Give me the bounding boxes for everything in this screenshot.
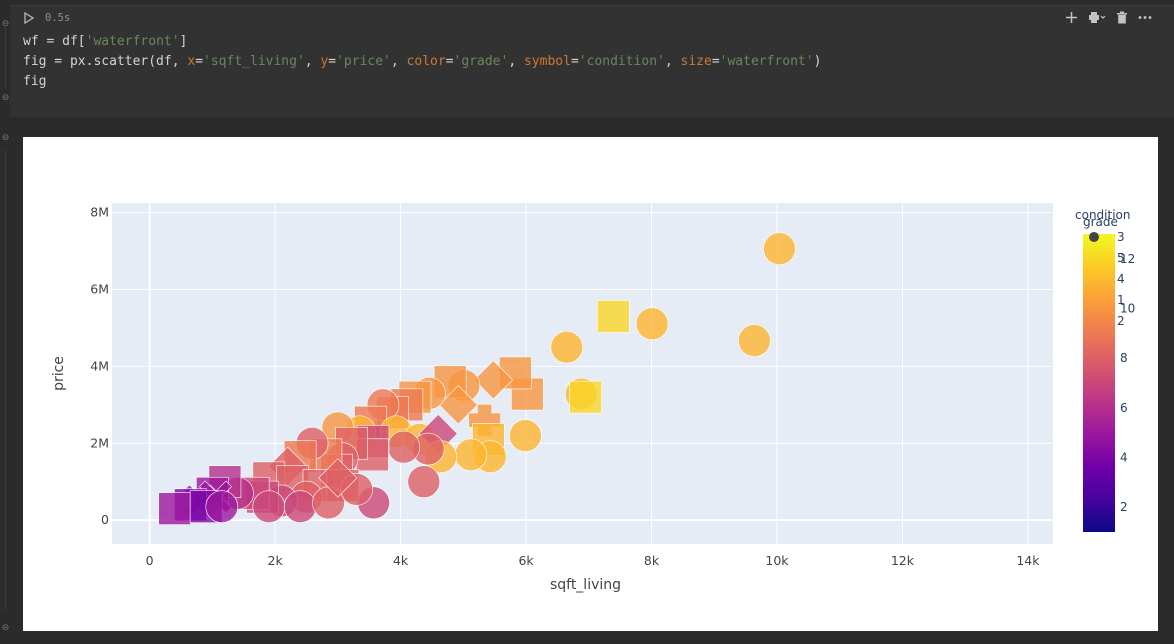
trash-icon[interactable] — [1116, 9, 1128, 25]
data-point-diamond — [438, 385, 478, 425]
code-token: = — [445, 54, 454, 69]
code-token: 'price' — [336, 54, 391, 69]
more-icon[interactable] — [1138, 9, 1152, 25]
legend-title: condition — [1075, 208, 1130, 222]
data-point-diamond — [473, 360, 514, 400]
cell-toolbar — [1065, 9, 1152, 25]
gutter-divider — [5, 150, 6, 610]
code-token: , — [390, 54, 407, 69]
code-token: = — [711, 54, 720, 69]
x-tick-label: 12k — [891, 553, 915, 568]
code-line: fig = px.scatter(df, x='sqft_living', y=… — [23, 52, 821, 72]
legend-marker — [1089, 232, 1099, 242]
gutter-divider — [5, 28, 6, 88]
code-token: 'waterfront' — [85, 34, 180, 49]
data-point-square — [158, 492, 192, 525]
data-point-circle — [550, 330, 584, 364]
code-token: ] — [179, 34, 188, 49]
code-token: = — [570, 54, 579, 69]
code-token: color — [406, 54, 446, 69]
legend-item-label: 4 — [1117, 272, 1125, 286]
code-token: ) — [813, 54, 822, 69]
code-token: size — [680, 54, 712, 69]
colorbar-tick-label: 8 — [1120, 351, 1128, 365]
data-point-circle — [205, 490, 239, 524]
code-token: 'waterfront' — [719, 54, 814, 69]
code-token: , — [664, 54, 681, 69]
code-token: symbol — [523, 54, 571, 69]
colorbar-tick-label: 6 — [1120, 401, 1128, 415]
data-point-circle — [454, 438, 488, 472]
printer-icon[interactable] — [1088, 9, 1106, 25]
x-axis-title: sqft_living — [550, 577, 621, 593]
colorbar-tick-label: 10 — [1120, 302, 1135, 316]
data-point-circle — [763, 232, 796, 266]
code-token: fig — [23, 74, 47, 89]
code-token: wf = df[ — [23, 34, 86, 49]
legend-item-label: 3 — [1117, 230, 1125, 244]
fold-icon[interactable]: ⊖ — [1, 19, 10, 29]
code-token: , — [508, 54, 524, 69]
code-token: y — [320, 54, 329, 69]
colorbar-tick-label: 2 — [1120, 500, 1128, 514]
scatter-chart[interactable]: 0 2k 4k 6k 8k 10k 12k 14k 0 2M 4M 6M 8M sqft_living pr… — [23, 137, 1158, 631]
play-icon[interactable] — [22, 11, 36, 25]
plus-icon[interactable] — [1065, 9, 1078, 25]
scatter-points — [158, 232, 796, 525]
code-token: 'grade' — [453, 54, 509, 69]
plotly-figure[interactable]: 0 2k 4k 6k 8k 10k 12k 14k 0 2M 4M 6M 8M sqft_living pr… — [23, 137, 1158, 631]
legend-item-label: 1 — [1117, 293, 1125, 307]
data-point-circle — [635, 307, 669, 341]
fold-icon[interactable]: ⊖ — [1, 623, 10, 633]
code-token: = — [328, 54, 337, 69]
y-tick-label: 0 — [101, 512, 109, 527]
y-tick-label: 6M — [90, 281, 109, 296]
code-token: fig = px.scatter(df, — [23, 54, 188, 69]
x-tick-label: 2k — [268, 553, 284, 568]
y-tick-label: 4M — [90, 358, 109, 373]
data-point-square — [569, 380, 602, 414]
code-editor[interactable]: wf = df['waterfront'] fig = px.scatter(df… — [23, 32, 821, 92]
fold-icon[interactable]: ⊖ — [1, 93, 10, 103]
code-line: wf = df['waterfront'] — [23, 32, 821, 52]
legend-item-label: 5 — [1117, 251, 1125, 265]
execution-time: 0.5s — [45, 12, 71, 24]
code-line: fig — [23, 72, 821, 92]
code-cell[interactable] — [10, 5, 1174, 117]
colorbar-tick-label: 4 — [1120, 451, 1128, 465]
colorbar-tick-label: 12 — [1120, 252, 1135, 266]
data-point-circle — [387, 430, 421, 464]
x-tick-label: 14k — [1016, 553, 1040, 568]
code-token: = — [195, 54, 204, 69]
data-point-square — [596, 300, 630, 333]
code-token: x — [187, 54, 196, 69]
data-point-circle — [252, 490, 286, 524]
x-tick-label: 10k — [765, 553, 789, 568]
colorbar-title: grade — [1083, 215, 1118, 229]
x-tick-label: 0 — [146, 553, 154, 568]
data-point-circle — [283, 490, 317, 524]
cell-divider — [10, 5, 1174, 6]
code-token: 'sqft_living' — [203, 54, 305, 69]
colorbar — [1083, 234, 1115, 532]
code-token: 'condition' — [578, 54, 665, 69]
data-point-circle — [407, 465, 441, 499]
code-token: , — [304, 54, 321, 69]
x-tick-label: 4k — [393, 553, 409, 568]
fold-icon[interactable]: ⊖ — [1, 133, 10, 143]
y-tick-label: 2M — [90, 435, 109, 450]
data-point-circle — [738, 324, 771, 357]
data-point-circle — [509, 419, 542, 452]
editor-gutter: ⊖ ⊖ ⊖ ⊖ — [0, 0, 10, 644]
y-tick-label: 8M — [90, 205, 109, 220]
data-point-diamond — [318, 458, 358, 498]
legend-item-label: 2 — [1117, 314, 1125, 328]
y-axis-title: price — [51, 356, 67, 391]
x-tick-label: 6k — [518, 553, 534, 568]
x-tick-label: 8k — [644, 553, 660, 568]
